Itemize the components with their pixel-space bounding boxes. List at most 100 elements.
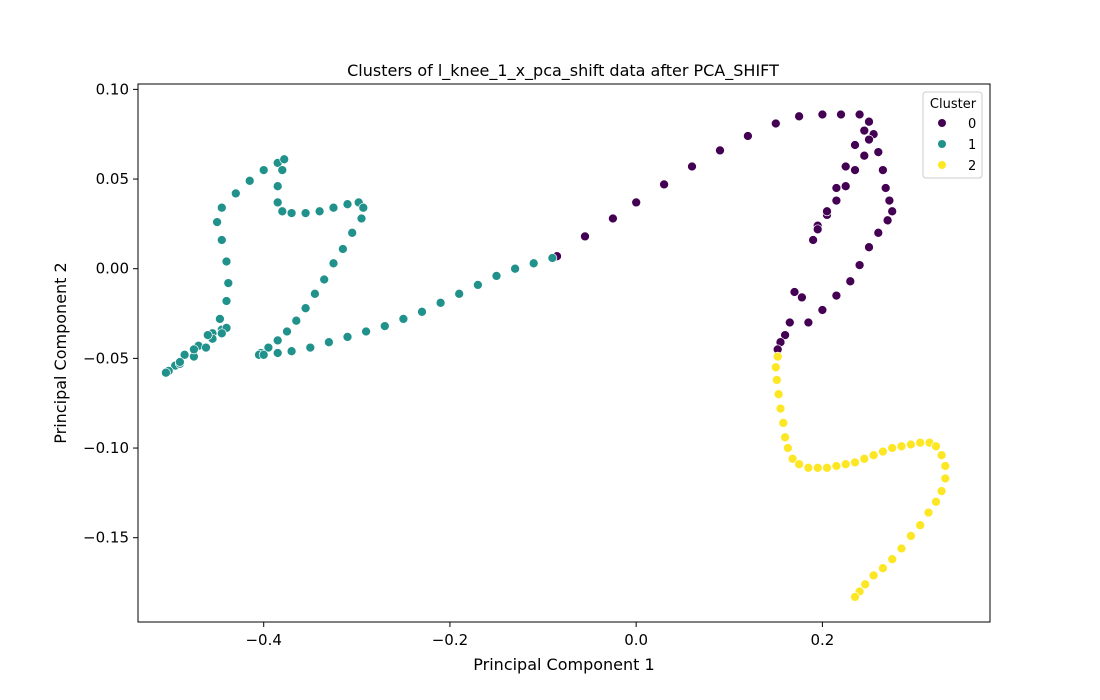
data-point [784,317,795,328]
data-point [783,443,793,453]
data-point [361,326,371,337]
data-point [202,330,213,340]
data-point [896,543,907,554]
legend-label-2: 2 [968,159,976,174]
data-point [282,326,292,337]
data-point [715,145,725,156]
data-point [342,199,353,210]
data-point [314,206,325,217]
data-point [305,342,316,353]
data-point [878,563,888,574]
data-point [244,175,255,186]
data-point [831,195,842,206]
data-point [840,161,851,172]
data-point [822,206,832,217]
data-point [915,520,926,531]
data-point [775,403,786,414]
data-point [880,183,891,193]
data-point [887,443,898,453]
data-point [860,579,871,590]
data-point [324,337,334,348]
chart-title: Clusters of l_knee_1_x_pca_shift data af… [347,61,779,81]
data-point [230,188,241,199]
data-point [884,195,895,206]
legend: Cluster 0 1 2 [922,91,983,179]
x-tick-label: −0.4 [245,631,281,649]
data-points [161,109,951,602]
data-point [189,344,199,355]
legend-label-1: 1 [968,138,976,153]
data-point [319,274,330,285]
data-point [887,206,898,217]
data-point [831,461,842,471]
data-point [864,242,874,253]
y-tick-label: 0.10 [96,80,129,98]
data-point [794,111,804,122]
data-point [915,437,926,448]
data-point [850,592,860,602]
data-point [797,292,807,303]
x-tick-label: −0.2 [432,631,468,649]
data-point [216,235,227,245]
data-point [812,224,823,235]
data-point [398,314,409,324]
data-point [817,305,828,315]
data-point [771,375,782,385]
data-point [923,507,934,518]
data-point [687,161,697,172]
data-point [850,140,860,150]
data-point [473,280,483,290]
y-axis-label: Principal Component 2 [51,262,70,443]
series-cluster-2 [770,351,951,602]
y-tick-label: −0.05 [83,349,129,367]
data-point [940,461,951,471]
data-point [272,335,283,346]
data-point [435,297,446,308]
data-point [175,357,185,367]
y-axis-ticks: −0.15 −0.10 −0.05 0.00 0.05 0.10 [83,80,138,547]
data-point [845,276,856,287]
data-point [277,165,288,175]
data-point [300,303,311,314]
data-point [878,165,888,175]
legend-label-0: 0 [968,117,976,132]
data-point [850,457,860,468]
data-point [840,459,851,470]
data-point [272,197,283,208]
data-point [286,208,297,218]
series-cluster-1 [161,154,558,378]
data-point [808,235,818,245]
data-point [778,418,789,428]
data-point [201,342,211,353]
y-tick-label: −0.10 [83,439,129,457]
data-point [794,459,804,470]
data-point [356,213,367,224]
y-tick-label: 0.05 [96,170,129,188]
data-point [770,118,781,129]
data-point [328,202,339,213]
data-point [328,258,339,269]
data-point [491,271,502,281]
data-point [510,263,520,274]
data-point [216,328,227,339]
data-point [831,290,842,301]
data-point [789,287,800,297]
legend-marker-0 [938,119,946,127]
data-point [787,453,798,464]
x-tick-label: 0.2 [810,631,834,649]
data-point [840,181,851,192]
data-point [850,165,860,175]
data-point [310,288,320,299]
data-point [258,165,269,175]
data-point [743,131,753,141]
data-point [780,432,790,443]
data-point [822,462,832,473]
data-point [258,349,269,360]
data-point [936,486,947,496]
x-axis-ticks: −0.4 −0.2 0.0 0.2 [245,622,834,649]
y-tick-label: 0.00 [96,260,129,278]
data-point [831,183,842,193]
data-point [882,215,893,226]
data-point [580,231,590,242]
